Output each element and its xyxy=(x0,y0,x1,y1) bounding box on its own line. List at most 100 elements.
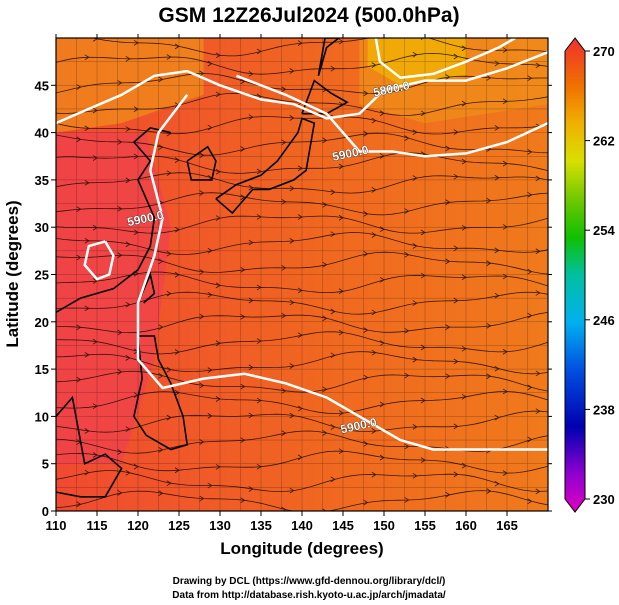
wind-arrow xyxy=(535,248,541,255)
colorbar-tick-label: 270 xyxy=(593,44,615,59)
wind-arrow xyxy=(404,497,410,503)
wind-arrow xyxy=(84,237,90,244)
wind-arrow xyxy=(322,201,328,208)
wind-arrow xyxy=(133,463,139,470)
wind-arrow xyxy=(289,238,295,244)
wind-arrow xyxy=(92,107,98,114)
x-tick-label: 165 xyxy=(496,518,518,533)
contour-line xyxy=(83,240,115,281)
wind-arrow xyxy=(133,229,139,236)
wind-arrow xyxy=(158,490,164,497)
wind-arrow xyxy=(174,467,180,474)
wind-arrow xyxy=(412,356,418,363)
wind-arrow xyxy=(281,506,287,511)
wind-arrow xyxy=(166,54,172,60)
contour-line xyxy=(136,94,548,451)
wind-arrow xyxy=(420,397,426,404)
wind-arrow xyxy=(502,388,508,395)
wind-arrow xyxy=(92,403,98,410)
wind-arrow xyxy=(445,324,451,330)
wind-arrow xyxy=(76,254,82,261)
colorbar: 230 238 246 254 262 270 xyxy=(564,37,615,513)
x-tick-label: 135 xyxy=(250,518,272,533)
wind-arrow xyxy=(215,282,221,289)
wind-arrow xyxy=(535,408,541,415)
wind-arrow xyxy=(117,449,123,455)
wind-arrow xyxy=(527,436,533,443)
wind-arrow xyxy=(494,125,500,131)
y-tick-label: 40 xyxy=(35,126,49,141)
wind-arrow xyxy=(461,100,467,107)
wind-arrow xyxy=(494,247,500,254)
wind-arrow xyxy=(379,340,385,346)
wind-arrow xyxy=(371,309,377,316)
wind-arrow xyxy=(363,327,369,333)
x-tick-label: 145 xyxy=(332,518,354,533)
wind-arrow xyxy=(412,129,418,136)
wind-arrow xyxy=(420,110,426,117)
wind-arrow xyxy=(412,472,418,479)
wind-arrow xyxy=(535,488,541,495)
wind-arrow xyxy=(215,52,221,59)
wind-arrow xyxy=(158,144,164,151)
wind-arrow xyxy=(240,313,246,320)
wind-arrow xyxy=(84,305,90,312)
wind-arrow xyxy=(207,413,213,419)
wind-arrow xyxy=(281,312,287,319)
wind-arrow xyxy=(527,149,533,155)
wind-arrow xyxy=(445,491,451,498)
wind-arrow xyxy=(92,278,98,284)
wind-arrow xyxy=(330,231,336,238)
wind-arrow xyxy=(412,300,418,306)
wind-arrow xyxy=(527,191,533,198)
wind-arrow xyxy=(240,146,246,152)
wind-arrow xyxy=(248,297,254,304)
wind-arrow xyxy=(215,340,221,347)
wind-arrow xyxy=(76,376,82,383)
wind-arrow xyxy=(248,184,254,191)
wind-arrow xyxy=(199,382,205,389)
wind-arrow xyxy=(502,273,508,280)
wind-arrow xyxy=(486,260,492,267)
wind-arrow xyxy=(215,168,221,175)
wind-arrow xyxy=(420,457,426,463)
wind-arrow xyxy=(207,124,213,131)
wind-arrow xyxy=(125,177,131,184)
wind-arrow xyxy=(256,168,262,175)
x-tick-label: 110 xyxy=(46,518,67,533)
wind-arrow xyxy=(125,241,131,248)
wind-arrow xyxy=(166,170,172,176)
coastline xyxy=(186,145,217,181)
wind-arrow xyxy=(289,185,295,192)
y-tick-label: 35 xyxy=(35,173,49,188)
wind-arrow xyxy=(445,258,451,265)
wind-arrow xyxy=(338,38,344,45)
wind-arrow xyxy=(322,137,328,144)
wind-arrow xyxy=(117,369,123,375)
wind-arrow xyxy=(125,469,131,476)
wind-arrow xyxy=(527,312,533,319)
wind-arrow xyxy=(461,345,467,352)
wind-arrow xyxy=(76,206,82,212)
wind-arrow xyxy=(240,383,246,390)
wind-arrow xyxy=(207,60,213,67)
wind-arrow xyxy=(404,251,410,258)
wind-arrow xyxy=(174,157,180,163)
coastline xyxy=(215,117,316,215)
wind-arrow xyxy=(453,471,459,478)
wind-arrow xyxy=(92,452,98,458)
wind-arrow xyxy=(76,501,82,508)
wind-arrow xyxy=(117,252,123,259)
wind-arrow xyxy=(453,173,459,180)
wind-arrow xyxy=(248,70,254,77)
wind-arrow xyxy=(256,214,262,220)
wind-arrow xyxy=(461,158,467,165)
wind-arrow xyxy=(535,290,541,296)
wind-arrow xyxy=(371,117,377,124)
wind-arrow xyxy=(76,324,82,331)
wind-arrow xyxy=(92,224,98,231)
wind-arrow xyxy=(289,299,295,306)
y-tick-label: 20 xyxy=(35,315,49,330)
wind-arrow xyxy=(453,297,459,304)
wind-arrow xyxy=(494,60,500,67)
